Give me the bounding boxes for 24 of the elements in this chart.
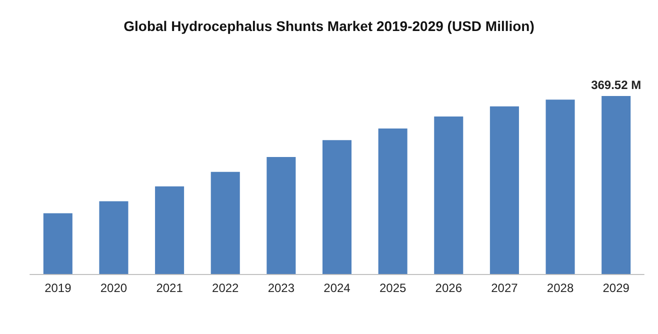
x-tick-label: 2020 — [100, 281, 128, 295]
bar — [434, 116, 464, 274]
bar — [43, 213, 72, 274]
x-tick-label: 2021 — [156, 281, 184, 295]
data-label: 369.52 M — [591, 78, 642, 92]
bar — [322, 140, 352, 274]
x-tick-label: 2024 — [324, 281, 351, 295]
bar — [602, 96, 631, 274]
x-tick-label: 2022 — [212, 281, 240, 295]
bar — [378, 128, 408, 274]
bar — [266, 156, 296, 274]
bar — [155, 186, 184, 274]
bar — [99, 201, 128, 274]
x-tick-label: 2026 — [435, 281, 462, 295]
x-tick-label: 2028 — [546, 281, 574, 295]
bar — [490, 106, 519, 274]
x-tick-label: 2025 — [379, 281, 406, 295]
chart-title: Global Hydrocephalus Shunts Market 2019-2029 (USD Million) — [124, 18, 534, 34]
bar — [210, 172, 240, 274]
x-tick-label: 2019 — [44, 281, 72, 295]
bar — [546, 100, 575, 274]
x-tick-label: 2023 — [268, 281, 295, 295]
x-tick-label: 2027 — [491, 281, 518, 295]
x-tick-label: 2029 — [602, 281, 630, 295]
